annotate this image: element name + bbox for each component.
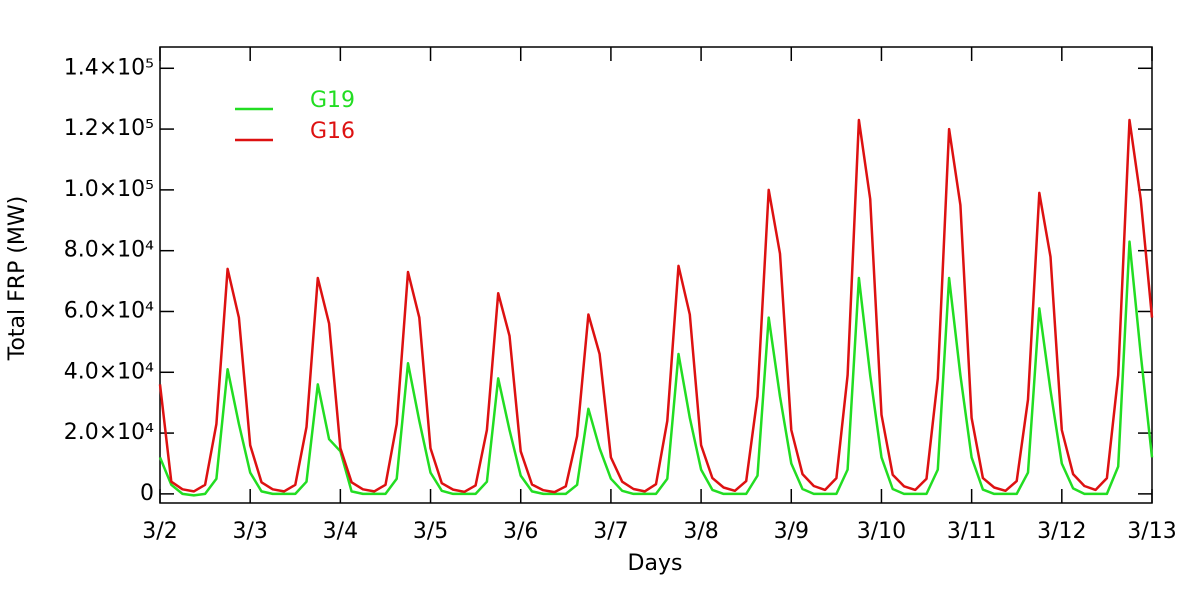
y-tick-label: 0 bbox=[140, 481, 154, 506]
y-tick-label: 2.0×10⁴ bbox=[64, 420, 154, 445]
plot-frame bbox=[159, 46, 1153, 504]
legend-label: G19 bbox=[310, 88, 355, 113]
y-tick-label: 4.0×10⁴ bbox=[64, 359, 154, 384]
y-tick-label: 1.0×10⁵ bbox=[64, 177, 154, 202]
x-tick-label: 3/12 bbox=[1037, 519, 1086, 544]
x-tick-label: 3/8 bbox=[683, 519, 718, 544]
y-axis-label: Total FRP (MW) bbox=[5, 196, 30, 361]
y-tick-label: 8.0×10⁴ bbox=[64, 238, 154, 263]
y-tick-label: 1.4×10⁵ bbox=[64, 55, 154, 80]
x-tick-label: 3/13 bbox=[1127, 519, 1176, 544]
x-tick-label: 3/10 bbox=[857, 519, 906, 544]
x-tick-label: 3/4 bbox=[323, 519, 358, 544]
legend-label: G16 bbox=[310, 119, 355, 144]
x-tick-label: 3/3 bbox=[232, 519, 267, 544]
series-line bbox=[158, 118, 1154, 494]
x-tick-label: 3/7 bbox=[593, 519, 628, 544]
x-tick-label: 3/11 bbox=[947, 519, 996, 544]
x-tick-label: 3/5 bbox=[413, 519, 448, 544]
x-axis-label: Days bbox=[628, 551, 683, 576]
y-tick-label: 6.0×10⁴ bbox=[64, 298, 154, 323]
y-tick-label: 1.2×10⁵ bbox=[64, 116, 154, 141]
series-line bbox=[158, 240, 1154, 497]
x-tick-label: 3/2 bbox=[142, 519, 177, 544]
x-tick-label: 3/9 bbox=[774, 519, 809, 544]
x-tick-label: 3/6 bbox=[503, 519, 538, 544]
